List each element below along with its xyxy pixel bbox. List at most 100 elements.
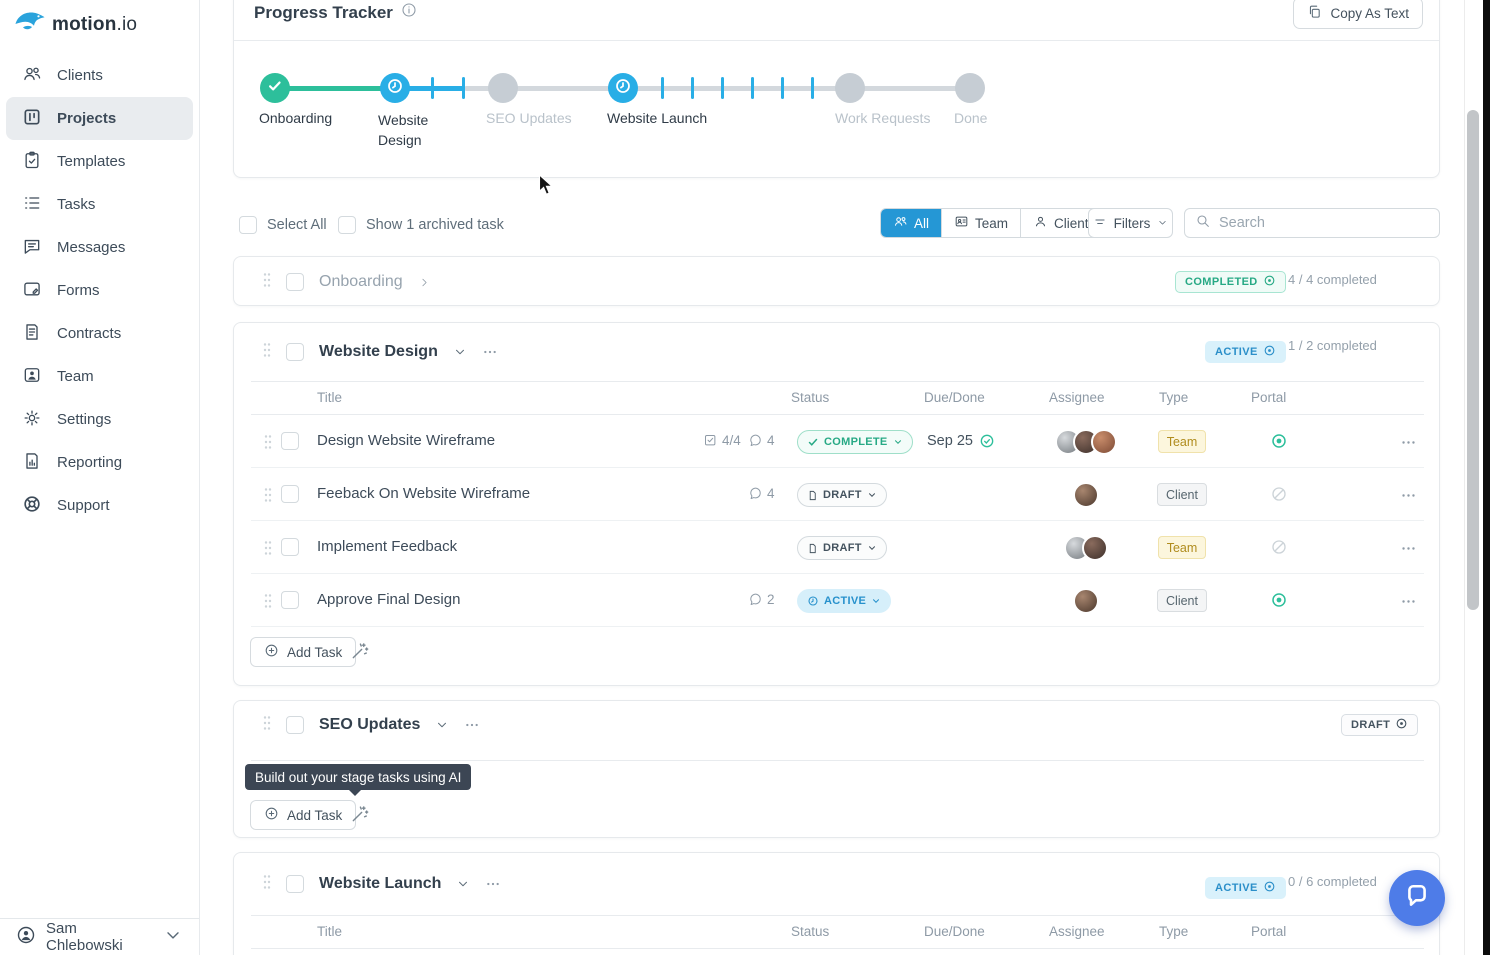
comments-count[interactable]: 4 bbox=[748, 433, 775, 448]
assignee-avatars[interactable] bbox=[1031, 535, 1141, 561]
view-toggle-client[interactable]: Client bbox=[1021, 209, 1101, 237]
ai-wand-icon[interactable] bbox=[350, 804, 370, 829]
task-title[interactable]: Implement Feedback bbox=[317, 538, 458, 555]
task-checkbox[interactable] bbox=[281, 591, 299, 609]
step-node-work-requests[interactable] bbox=[835, 73, 865, 103]
sidebar-item-tasks[interactable]: Tasks bbox=[6, 183, 193, 226]
portal-toggle-off[interactable] bbox=[1261, 538, 1297, 556]
task-title[interactable]: Feeback On Website Wireframe bbox=[317, 485, 531, 502]
avatar bbox=[1091, 429, 1117, 455]
ai-wand-icon[interactable] bbox=[350, 641, 370, 666]
chevron-down-icon[interactable] bbox=[453, 345, 467, 359]
portal-toggle-off[interactable] bbox=[1261, 485, 1297, 503]
task-checkbox[interactable] bbox=[281, 432, 299, 450]
portal-toggle-on[interactable] bbox=[1261, 432, 1297, 450]
stage-title[interactable]: Onboarding bbox=[319, 273, 403, 290]
stepper-tick bbox=[691, 77, 694, 99]
info-icon[interactable] bbox=[401, 2, 417, 23]
sidebar-item-contracts[interactable]: Contracts bbox=[6, 312, 193, 355]
stage-status-badge[interactable]: DRAFT bbox=[1341, 714, 1419, 736]
stage-checkbox[interactable] bbox=[286, 343, 304, 361]
drag-handle-icon[interactable] bbox=[264, 434, 272, 455]
task-title[interactable]: Approve Final Design bbox=[317, 591, 461, 608]
stage-checkbox[interactable] bbox=[286, 716, 304, 734]
drag-handle-icon[interactable] bbox=[264, 487, 272, 508]
stage-status-badge[interactable]: COMPLETED bbox=[1175, 271, 1286, 293]
copy-icon bbox=[1307, 4, 1322, 22]
row-menu-icon[interactable] bbox=[1386, 487, 1430, 504]
step-node-onboarding[interactable] bbox=[260, 73, 290, 103]
circle-dot-icon bbox=[1263, 274, 1276, 290]
show-archived-label: Show 1 archived task bbox=[366, 217, 504, 233]
step-node-seo-updates[interactable] bbox=[488, 73, 518, 103]
stage-status-badge[interactable]: ACTIVE bbox=[1205, 341, 1286, 363]
filters-button[interactable]: Filters bbox=[1088, 208, 1173, 238]
sidebar-item-forms[interactable]: Forms bbox=[6, 269, 193, 312]
col-assignee: Assignee bbox=[1049, 924, 1105, 939]
assignee-avatars[interactable] bbox=[1031, 482, 1141, 508]
comments-count[interactable]: 2 bbox=[748, 592, 775, 607]
stage-title[interactable]: Website Launch bbox=[319, 875, 442, 892]
search-input[interactable] bbox=[1219, 215, 1429, 231]
step-node-done[interactable] bbox=[955, 73, 985, 103]
drag-handle-icon[interactable] bbox=[263, 715, 271, 736]
sidebar-item-support[interactable]: Support bbox=[6, 484, 193, 527]
view-toggle-all[interactable]: All bbox=[881, 209, 943, 237]
user-menu[interactable]: Sam Chlebowski bbox=[0, 918, 199, 955]
portal-toggle-on[interactable] bbox=[1261, 591, 1297, 609]
step-node-website-launch[interactable] bbox=[608, 73, 638, 103]
sidebar-item-reporting[interactable]: Reporting bbox=[6, 441, 193, 484]
drag-handle-icon[interactable] bbox=[264, 540, 272, 561]
due-date[interactable]: Sep 25 bbox=[927, 433, 995, 449]
sidebar-item-clients[interactable]: Clients bbox=[6, 54, 193, 97]
status-pill-draft[interactable]: DRAFT bbox=[797, 483, 887, 507]
sidebar-item-templates[interactable]: Templates bbox=[6, 140, 193, 183]
stage-title[interactable]: Website Design bbox=[319, 343, 438, 360]
task-checkbox[interactable] bbox=[281, 538, 299, 556]
help-chat-button[interactable] bbox=[1389, 870, 1445, 926]
stage-title[interactable]: SEO Updates bbox=[319, 716, 421, 733]
assignee-avatars[interactable] bbox=[1031, 588, 1141, 614]
view-toggle-label: All bbox=[914, 215, 930, 231]
stage-menu-icon[interactable] bbox=[464, 717, 480, 733]
step-node-website-design[interactable] bbox=[380, 73, 410, 103]
comments-count[interactable]: 4 bbox=[748, 486, 775, 501]
copy-as-text-button[interactable]: Copy As Text bbox=[1293, 0, 1423, 29]
add-task-button[interactable]: Add Task bbox=[250, 637, 357, 667]
drag-handle-icon[interactable] bbox=[264, 593, 272, 614]
stage-menu-icon[interactable] bbox=[482, 344, 498, 360]
select-all-checkbox[interactable] bbox=[239, 216, 257, 234]
status-pill-draft[interactable]: DRAFT bbox=[797, 536, 887, 560]
sidebar-item-messages[interactable]: Messages bbox=[6, 226, 193, 269]
stage-checkbox[interactable] bbox=[286, 875, 304, 893]
assignee-avatars[interactable] bbox=[1031, 429, 1141, 455]
row-menu-icon[interactable] bbox=[1386, 540, 1430, 557]
drag-handle-icon[interactable] bbox=[263, 342, 271, 363]
sidebar-item-settings[interactable]: Settings bbox=[6, 398, 193, 441]
view-toggle-team[interactable]: Team bbox=[942, 209, 1022, 237]
badge-icon bbox=[954, 214, 969, 232]
logo[interactable]: motion.io bbox=[14, 9, 137, 40]
stage-status-badge[interactable]: ACTIVE bbox=[1205, 877, 1286, 899]
status-pill-active[interactable]: ACTIVE bbox=[797, 589, 892, 613]
row-menu-icon[interactable] bbox=[1386, 593, 1430, 610]
status-pill-complete[interactable]: COMPLETE bbox=[797, 430, 913, 454]
drag-handle-icon[interactable] bbox=[263, 874, 271, 895]
show-archived-checkbox[interactable] bbox=[338, 216, 356, 234]
stage-menu-icon[interactable] bbox=[485, 876, 501, 892]
life-ring-icon bbox=[22, 494, 42, 518]
chevron-right-icon[interactable] bbox=[418, 276, 431, 289]
step-label-work-requests: Work Requests bbox=[835, 110, 931, 126]
sidebar-item-team[interactable]: Team bbox=[6, 355, 193, 398]
scrollbar-thumb[interactable] bbox=[1467, 110, 1479, 610]
stage-checkbox[interactable] bbox=[286, 273, 304, 291]
row-menu-icon[interactable] bbox=[1386, 434, 1430, 451]
chevron-down-icon[interactable] bbox=[435, 718, 449, 732]
add-task-button[interactable]: Add Task bbox=[250, 800, 357, 830]
task-checkbox[interactable] bbox=[281, 485, 299, 503]
task-title[interactable]: Design Website Wireframe bbox=[317, 432, 496, 449]
sidebar-item-projects[interactable]: Projects bbox=[6, 97, 193, 140]
chevron-down-icon[interactable] bbox=[456, 877, 470, 891]
checklist-count[interactable]: 4/4 bbox=[703, 433, 741, 448]
drag-handle-icon[interactable] bbox=[263, 272, 271, 293]
